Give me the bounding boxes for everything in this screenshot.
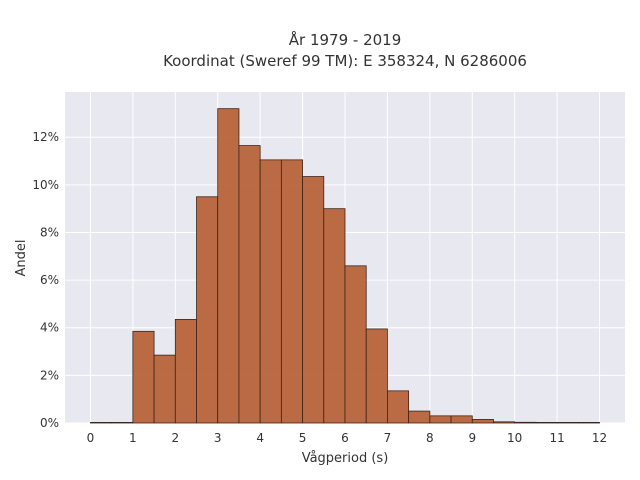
x-tick-label: 10 xyxy=(507,431,522,445)
x-tick-label: 7 xyxy=(384,431,392,445)
x-tick-label: 6 xyxy=(341,431,349,445)
x-tick-label: 11 xyxy=(549,431,564,445)
x-axis-ticks: 0 1 2 3 4 5 6 7 8 9 10 11 12 xyxy=(87,431,608,445)
bars-group xyxy=(90,108,600,424)
y-tick-label: 0% xyxy=(40,416,59,430)
histogram-bar xyxy=(132,330,155,424)
histogram-bar xyxy=(259,159,282,424)
x-tick-label: 8 xyxy=(426,431,434,445)
x-tick-label: 3 xyxy=(214,431,222,445)
histogram-bar xyxy=(90,421,113,424)
histogram-bar xyxy=(365,328,388,424)
histogram-bar xyxy=(302,176,325,424)
histogram-bar xyxy=(577,421,600,424)
x-tick-label: 9 xyxy=(468,431,476,445)
histogram-bar xyxy=(450,415,473,424)
histogram-bar xyxy=(174,319,197,424)
y-tick-label: 8% xyxy=(40,225,59,239)
histogram-bar xyxy=(429,415,452,424)
y-tick-label: 10% xyxy=(32,178,59,192)
histogram-bar xyxy=(408,410,431,424)
histogram-bar xyxy=(471,419,494,424)
histogram-bar xyxy=(217,108,240,424)
histogram-bar xyxy=(387,390,410,424)
x-tick-label: 12 xyxy=(592,431,607,445)
histogram-bar xyxy=(238,145,261,424)
histogram-bar xyxy=(111,421,134,424)
histogram-bar xyxy=(344,265,367,424)
y-tick-label: 4% xyxy=(40,321,59,335)
x-tick-label: 5 xyxy=(299,431,307,445)
y-axis-ticks: 0% 2% 4% 6% 8% 10% 12% xyxy=(32,130,59,430)
x-tick-label: 0 xyxy=(87,431,95,445)
x-tick-label: 2 xyxy=(171,431,179,445)
histogram-bar xyxy=(153,354,176,424)
x-axis-label: Vågperiod (s) xyxy=(302,451,389,466)
histogram-bar xyxy=(535,421,558,424)
histogram-bar xyxy=(556,421,579,424)
y-tick-label: 2% xyxy=(40,368,59,382)
y-tick-label: 12% xyxy=(32,130,59,144)
x-tick-label: 4 xyxy=(256,431,264,445)
chart-title-line-2: Koordinat (Sweref 99 TM): E 358324, N 62… xyxy=(163,52,527,70)
histogram-bar xyxy=(493,421,516,424)
histogram-bar xyxy=(323,208,346,424)
histogram-bar xyxy=(514,421,537,424)
y-tick-label: 6% xyxy=(40,273,59,287)
x-tick-label: 1 xyxy=(129,431,137,445)
histogram-bar xyxy=(196,196,219,424)
y-axis-label: Andel xyxy=(14,240,29,277)
chart-title-line-1: År 1979 - 2019 xyxy=(289,30,402,49)
histogram-bar xyxy=(280,159,303,424)
